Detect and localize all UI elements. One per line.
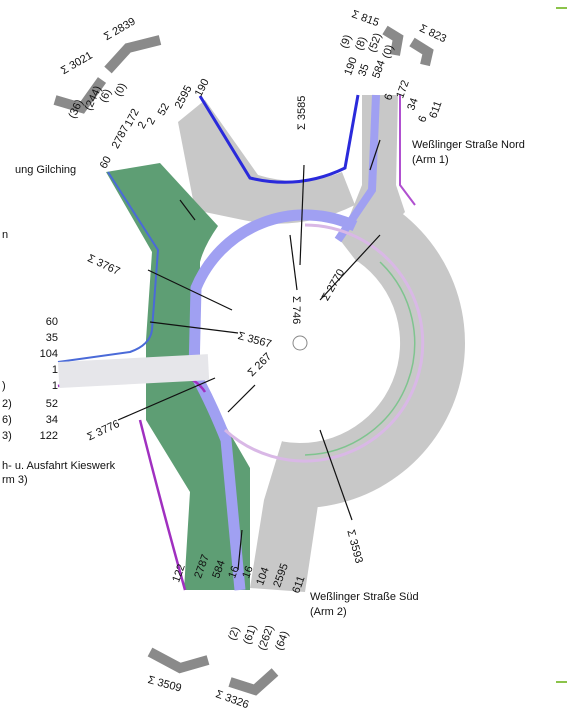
heavy-count-label: 6) bbox=[2, 414, 12, 426]
count-label: 52 bbox=[156, 101, 172, 117]
gray-ring bbox=[271, 207, 465, 509]
count-label: 2 bbox=[145, 116, 158, 127]
heavy-count-label: (9) bbox=[338, 33, 354, 50]
arm-name: Weßlinger Straße Nord bbox=[412, 139, 525, 151]
gray-arm-south bbox=[250, 441, 325, 592]
count-label: 52 bbox=[46, 398, 58, 410]
center-island bbox=[292, 335, 308, 351]
count-label: 122 bbox=[170, 563, 188, 584]
arrow-total: Σ 823 bbox=[418, 22, 449, 45]
count-label: 1 bbox=[52, 380, 58, 392]
arrow-total: Σ 3509 bbox=[146, 674, 182, 694]
lilac-ring bbox=[223, 223, 425, 463]
blue-flow-top bbox=[198, 94, 360, 184]
count-label: 60 bbox=[46, 316, 58, 328]
arrow-total: Σ 815 bbox=[350, 8, 381, 29]
heavy-count-label: (0) bbox=[380, 43, 396, 60]
section-total: Σ 267 bbox=[246, 351, 274, 379]
count-label: 122 bbox=[40, 430, 58, 442]
count-label: 6 bbox=[382, 92, 395, 102]
arrow-total: Σ 3021 bbox=[59, 50, 95, 78]
arrow-total: Σ 2839 bbox=[102, 16, 138, 44]
count-label: 35 bbox=[46, 332, 58, 344]
chevrons bbox=[53, 25, 434, 696]
section-total: Σ 2770 bbox=[320, 267, 348, 303]
count-label: 60 bbox=[98, 154, 114, 170]
section-total: Σ 3567 bbox=[236, 330, 272, 350]
arm-subtitle: (Arm 1) bbox=[412, 154, 449, 166]
heavy-count-label: (0) bbox=[112, 81, 129, 98]
arm-name: h- u. Ausfahrt Kieswerk bbox=[2, 460, 116, 472]
heavy-count-label: 3) bbox=[2, 430, 12, 442]
count-label: 584 bbox=[370, 59, 388, 80]
section-total: Σ 3585 bbox=[296, 96, 308, 130]
count-label: 2595 bbox=[173, 84, 195, 111]
count-label: 34 bbox=[46, 414, 58, 426]
blue-flow-left bbox=[57, 171, 160, 363]
count-label: 16 bbox=[240, 564, 255, 580]
count-label: 104 bbox=[254, 566, 272, 587]
count-label: 611 bbox=[427, 99, 444, 120]
heavy-count-label: (6) bbox=[97, 87, 114, 104]
blue-flow-ring bbox=[188, 209, 358, 591]
heavy-count-label: ) bbox=[2, 380, 6, 392]
arm-subtitle: (Arm 2) bbox=[310, 606, 347, 618]
heavy-count-label: 2) bbox=[2, 398, 12, 410]
count-label: 2 bbox=[136, 120, 149, 131]
section-total: Σ 3776 bbox=[85, 418, 121, 443]
count-label: 584 bbox=[210, 559, 228, 580]
gray-top-band bbox=[178, 100, 355, 224]
count-label: 1 bbox=[52, 364, 58, 376]
heavy-count-label: (64) bbox=[273, 630, 291, 652]
section-total: Σ 3593 bbox=[344, 528, 364, 564]
count-label: 190 bbox=[342, 56, 360, 77]
count-label: 6 bbox=[416, 114, 429, 124]
count-label: 35 bbox=[356, 62, 371, 78]
green-thin-ring bbox=[304, 261, 416, 456]
edge-fragment: n bbox=[2, 229, 8, 241]
count-label: 104 bbox=[40, 348, 58, 360]
arm-name: ung Gilching bbox=[15, 164, 76, 176]
section-total: Σ 3767 bbox=[86, 252, 122, 277]
arm-name: Weßlinger Straße Süd bbox=[310, 591, 419, 603]
arm-subtitle: rm 3) bbox=[2, 474, 28, 486]
count-label: 16 bbox=[226, 564, 241, 580]
count-label: 611 bbox=[290, 574, 307, 595]
leader-lines bbox=[117, 139, 381, 571]
count-label: 172 bbox=[394, 79, 412, 100]
count-label: 2787 bbox=[110, 124, 132, 151]
count-label: 190 bbox=[193, 77, 212, 99]
heavy-count-label: (8) bbox=[353, 35, 369, 52]
count-label: 34 bbox=[405, 96, 420, 112]
blue-flow-north bbox=[334, 94, 380, 243]
heavy-count-label: (2) bbox=[226, 625, 242, 642]
left-road bbox=[58, 354, 210, 388]
section-total: Σ 746 bbox=[290, 296, 302, 324]
purple-flow-north bbox=[399, 95, 416, 206]
heavy-count-label: (61) bbox=[241, 624, 259, 646]
